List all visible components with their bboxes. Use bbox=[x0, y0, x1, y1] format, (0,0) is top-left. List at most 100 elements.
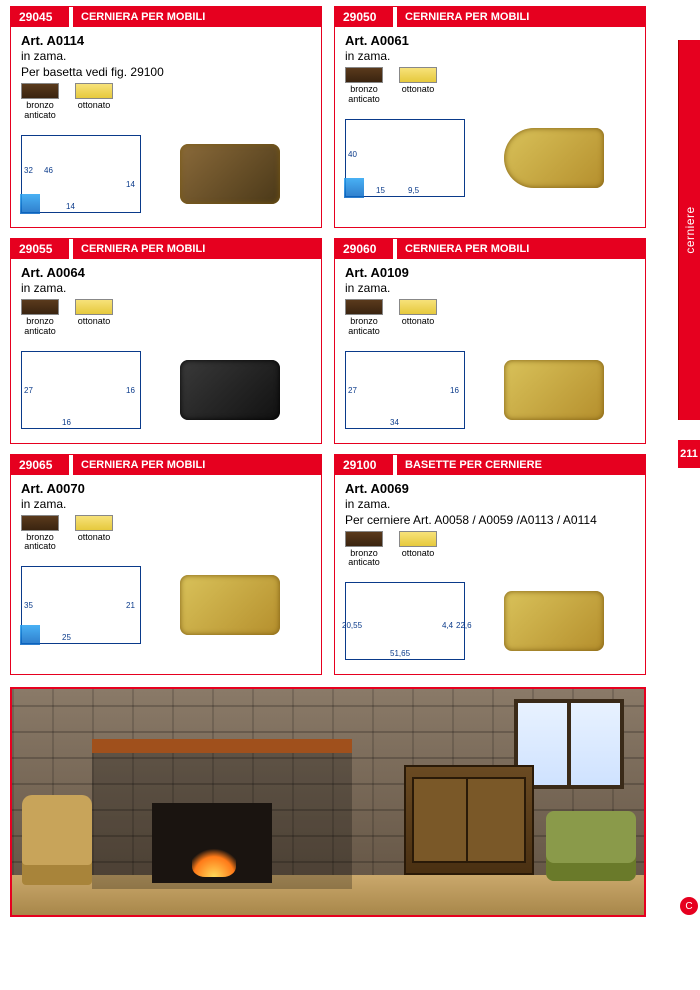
dimension-label: 21 bbox=[126, 601, 135, 610]
card-header: 29045 CERNIERA PER MOBILI bbox=[11, 7, 321, 27]
brass-color-icon bbox=[75, 83, 113, 99]
dimension-label: 35 bbox=[24, 601, 33, 610]
product-card: 29100 BASETTE PER CERNIERE Art. A0069 in… bbox=[334, 454, 646, 676]
bronze-color-icon bbox=[345, 531, 383, 547]
technical-drawing: 27 16 16 bbox=[21, 351, 141, 429]
product-card: 29045 CERNIERA PER MOBILI Art. A0114 in … bbox=[10, 6, 322, 228]
figures-row: 27 16 34 bbox=[345, 345, 635, 435]
product-grid: 29045 CERNIERA PER MOBILI Art. A0114 in … bbox=[10, 6, 654, 675]
bronze-color-icon bbox=[345, 67, 383, 83]
hinge-icon bbox=[180, 360, 280, 420]
product-note: Per basetta vedi fig. 29100 bbox=[21, 65, 311, 79]
product-title: CERNIERA PER MOBILI bbox=[397, 7, 645, 27]
article-number: Art. A0064 bbox=[21, 265, 311, 280]
finish-swatches: bronzoanticato ottonato bbox=[345, 299, 635, 337]
product-photo bbox=[473, 119, 635, 197]
product-card: 29050 CERNIERA PER MOBILI Art. A0061 in … bbox=[334, 6, 646, 228]
finish-swatches: bronzoanticato ottonato bbox=[345, 531, 635, 569]
bronze-color-icon bbox=[21, 83, 59, 99]
product-photo bbox=[149, 566, 311, 644]
product-title: CERNIERA PER MOBILI bbox=[73, 455, 321, 475]
material: in zama. bbox=[21, 497, 311, 511]
product-card: 29060 CERNIERA PER MOBILI Art. A0109 in … bbox=[334, 238, 646, 444]
card-body: Art. A0061 in zama. bronzoanticato otton… bbox=[335, 27, 645, 211]
content-area: 29045 CERNIERA PER MOBILI Art. A0114 in … bbox=[0, 0, 660, 923]
swatch-brass: ottonato bbox=[75, 83, 113, 121]
swatch-brass: ottonato bbox=[399, 531, 437, 569]
product-photo bbox=[473, 582, 635, 660]
finish-swatches: bronzoanticato ottonato bbox=[21, 83, 311, 121]
catalog-page: 29045 CERNIERA PER MOBILI Art. A0114 in … bbox=[0, 0, 700, 923]
brass-color-icon bbox=[399, 531, 437, 547]
figures-row: 35 21 25 bbox=[21, 560, 311, 650]
swatch-bronze: bronzoanticato bbox=[21, 83, 59, 121]
dimension-label: 32 bbox=[24, 166, 33, 175]
dimension-label: 15 bbox=[376, 186, 385, 195]
dimension-label: 16 bbox=[62, 418, 71, 427]
finish-swatches: bronzoanticato ottonato bbox=[345, 67, 635, 105]
product-title: CERNIERA PER MOBILI bbox=[73, 7, 321, 27]
product-photo bbox=[473, 351, 635, 429]
dimension-label: 22,6 bbox=[456, 621, 472, 630]
material: in zama. bbox=[345, 49, 635, 63]
technical-drawing: 35 21 25 bbox=[21, 566, 141, 644]
product-card: 29065 CERNIERA PER MOBILI Art. A0070 in … bbox=[10, 454, 322, 676]
card-header: 29065 CERNIERA PER MOBILI bbox=[11, 455, 321, 475]
technical-drawing: 27 16 34 bbox=[345, 351, 465, 429]
article-number: Art. A0061 bbox=[345, 33, 635, 48]
dimension-label: 40 bbox=[348, 150, 357, 159]
material: in zama. bbox=[345, 281, 635, 295]
product-code: 29050 bbox=[335, 7, 393, 27]
card-body: Art. A0064 in zama. bronzoanticato otton… bbox=[11, 259, 321, 443]
swatch-brass: ottonato bbox=[399, 67, 437, 105]
article-number: Art. A0070 bbox=[21, 481, 311, 496]
brass-color-icon bbox=[75, 515, 113, 531]
dimension-label: 20,55 bbox=[342, 621, 362, 630]
brand-logo-icon: C bbox=[680, 897, 698, 915]
product-code: 29055 bbox=[11, 239, 69, 259]
hinge-icon bbox=[504, 591, 604, 651]
hinge-icon bbox=[180, 144, 280, 204]
swatch-brass: ottonato bbox=[399, 299, 437, 337]
dimension-label: 27 bbox=[24, 386, 33, 395]
material: in zama. bbox=[21, 281, 311, 295]
swatch-brass: ottonato bbox=[75, 515, 113, 553]
packaging-icon bbox=[344, 178, 364, 198]
dimension-label: 51,65 bbox=[390, 649, 410, 658]
dimension-label: 34 bbox=[390, 418, 399, 427]
technical-drawing: 20,554,422,651,65 bbox=[345, 582, 465, 660]
article-number: Art. A0114 bbox=[21, 33, 311, 48]
bronze-color-icon bbox=[21, 299, 59, 315]
swatch-brass: ottonato bbox=[75, 299, 113, 337]
dimension-label: 25 bbox=[62, 633, 71, 642]
product-code: 29060 bbox=[335, 239, 393, 259]
category-tab: cerniere bbox=[678, 40, 700, 420]
product-title: CERNIERA PER MOBILI bbox=[73, 239, 321, 259]
product-code: 29065 bbox=[11, 455, 69, 475]
finish-swatches: bronzoanticato ottonato bbox=[21, 515, 311, 553]
hinge-icon bbox=[504, 128, 604, 188]
swatch-bronze: bronzoanticato bbox=[21, 299, 59, 337]
article-number: Art. A0109 bbox=[345, 265, 635, 280]
swatch-bronze: bronzoanticato bbox=[345, 299, 383, 337]
card-body: Art. A0114 in zama. Per basetta vedi fig… bbox=[11, 27, 321, 227]
product-title: CERNIERA PER MOBILI bbox=[397, 239, 645, 259]
dimension-label: 27 bbox=[348, 386, 357, 395]
dimension-label: 16 bbox=[450, 386, 459, 395]
figures-row: 20,554,422,651,65 bbox=[345, 576, 635, 666]
finish-swatches: bronzoanticato ottonato bbox=[21, 299, 311, 337]
technical-drawing: 40 15 9,5 bbox=[345, 119, 465, 197]
product-photo bbox=[149, 351, 311, 429]
card-header: 29100 BASETTE PER CERNIERE bbox=[335, 455, 645, 475]
technical-drawing: 32461414 bbox=[21, 135, 141, 213]
bronze-color-icon bbox=[345, 299, 383, 315]
figures-row: 27 16 16 bbox=[21, 345, 311, 435]
bronze-color-icon bbox=[21, 515, 59, 531]
card-header: 29050 CERNIERA PER MOBILI bbox=[335, 7, 645, 27]
dimension-label: 16 bbox=[126, 386, 135, 395]
brass-color-icon bbox=[75, 299, 113, 315]
dimension-label: 9,5 bbox=[408, 186, 419, 195]
hinge-icon bbox=[504, 360, 604, 420]
card-header: 29055 CERNIERA PER MOBILI bbox=[11, 239, 321, 259]
brass-color-icon bbox=[399, 299, 437, 315]
